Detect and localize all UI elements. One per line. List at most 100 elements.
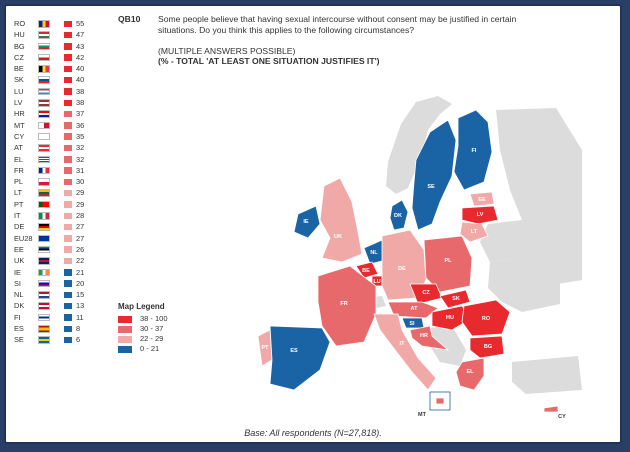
map-country-lt	[459, 221, 489, 243]
country-code: PT	[14, 199, 24, 209]
map-label-it: IT	[400, 341, 406, 347]
map-label-cz: CZ	[422, 290, 430, 296]
country-value: 30	[76, 177, 85, 187]
country-value: 35	[76, 131, 85, 141]
map-country-es	[269, 325, 331, 391]
flag-mt-icon	[38, 121, 50, 130]
country-row-uk: UK 22	[14, 255, 92, 266]
map-country-pl	[423, 235, 473, 293]
country-code: HR	[14, 109, 25, 119]
band-swatch	[64, 144, 72, 152]
country-value: 42	[76, 52, 85, 62]
flag-be-icon	[38, 65, 50, 73]
flag-at-icon	[38, 144, 50, 152]
country-row-it: IT 28	[14, 210, 92, 221]
legend-swatch	[118, 325, 132, 333]
map-country-mt	[435, 397, 445, 405]
flag-es-icon	[38, 325, 50, 333]
country-value: 32	[76, 154, 85, 164]
legend-label: 22 - 29	[140, 334, 164, 343]
flag-ro-icon	[38, 20, 50, 28]
band-swatch	[64, 88, 72, 95]
country-code: CZ	[14, 52, 24, 62]
country-row-fi: FI 11	[14, 312, 92, 323]
country-code: FR	[14, 165, 24, 175]
country-row-eu28: EU28 27	[14, 233, 92, 244]
country-value: 15	[76, 290, 85, 300]
band-swatch	[64, 178, 72, 186]
band-swatch	[64, 110, 72, 118]
map-label-hr: HR	[420, 333, 428, 339]
band-swatch	[64, 122, 72, 129]
map-grey-russia	[496, 108, 582, 286]
band-swatch	[64, 291, 72, 299]
flag-hu-icon	[38, 31, 50, 39]
map-legend: Map Legend 38 - 100 30 - 37 22 - 29 0 - 21	[118, 302, 168, 354]
flag-lv-icon	[38, 99, 50, 107]
map-country-uk	[319, 177, 363, 263]
country-code: CY	[14, 131, 25, 141]
country-row-sk: SK 40	[14, 74, 92, 85]
country-row-es: ES 8	[14, 323, 92, 334]
country-value: 43	[76, 41, 85, 51]
map-country-fi	[453, 109, 493, 191]
country-value: 38	[76, 98, 85, 108]
map-label-bg: BG	[484, 344, 492, 350]
map-label-ro: RO	[482, 316, 491, 322]
flag-ee-icon	[38, 245, 50, 254]
band-swatch	[64, 269, 72, 276]
map-country-it	[373, 313, 437, 391]
map-label-lu: LU	[373, 279, 380, 285]
map-label-be: BE	[362, 268, 370, 274]
country-row-be: BE 40	[14, 63, 92, 74]
flag-cy-icon	[38, 132, 50, 141]
map-label-cy: CY	[558, 414, 566, 420]
band-swatch	[64, 133, 72, 140]
map-label-lv: LV	[477, 212, 484, 218]
flag-si-icon	[38, 279, 50, 288]
country-value: 22	[76, 256, 85, 266]
country-row-mt: MT 36	[14, 120, 92, 131]
country-value: 13	[76, 301, 85, 311]
map-label-fi: FI	[472, 148, 477, 154]
country-row-at: AT 32	[14, 142, 92, 153]
band-swatch	[64, 325, 72, 333]
band-swatch	[64, 167, 72, 174]
map-label-fr: FR	[340, 301, 347, 307]
map-label-lt: LT	[471, 229, 478, 235]
band-swatch	[64, 43, 72, 50]
map-label-dk: DK	[394, 213, 402, 219]
map-country-dk	[389, 199, 409, 231]
band-swatch	[64, 223, 72, 231]
country-code: FI	[14, 312, 21, 322]
country-value: 55	[76, 19, 85, 28]
country-code: NL	[14, 290, 24, 300]
country-code: EE	[14, 244, 24, 254]
map-country-be	[355, 261, 379, 279]
map-label-ie: IE	[303, 219, 309, 225]
band-swatch	[64, 235, 72, 242]
map-country-ro	[461, 299, 511, 337]
country-code: UK	[14, 256, 25, 266]
map-label-se: SE	[427, 184, 435, 190]
malta-inset-box	[429, 391, 451, 411]
question-text: Some people believe that having sexual i…	[158, 14, 517, 35]
country-row-si: SI 20	[14, 278, 92, 289]
band-swatch	[64, 99, 72, 107]
band-swatch	[64, 302, 72, 310]
country-code: PL	[14, 177, 24, 187]
map-label-nl: NL	[370, 250, 378, 256]
country-row-de: DE 27	[14, 221, 92, 232]
map-country-cy	[543, 405, 559, 413]
country-value: 27	[76, 222, 85, 232]
map-label-pl: PL	[444, 258, 452, 264]
country-code: IT	[14, 211, 21, 221]
country-row-lt: LT 29	[14, 187, 92, 198]
flag-el-icon	[38, 155, 50, 164]
country-row-ie: IE 21	[14, 267, 92, 278]
country-value: 28	[76, 211, 85, 221]
country-value: 40	[76, 75, 85, 85]
band-swatch	[64, 280, 72, 287]
country-code: LV	[14, 98, 23, 108]
country-value: 29	[76, 199, 85, 209]
